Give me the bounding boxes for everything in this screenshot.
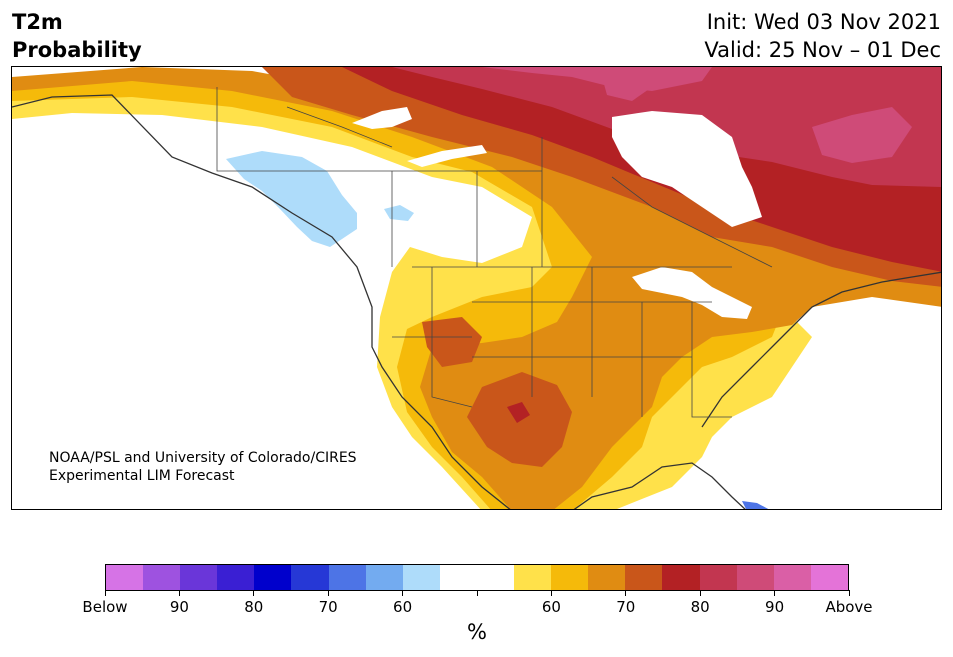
colorbar-tick-label: 80 bbox=[244, 598, 264, 616]
colorbar-tick-label: 90 bbox=[169, 598, 189, 616]
probability-map bbox=[12, 67, 941, 509]
colorbar-segment bbox=[439, 565, 477, 590]
colorbar-tick bbox=[550, 590, 552, 596]
colorbar-tick-label: 90 bbox=[765, 598, 785, 616]
zone-60-below bbox=[226, 151, 414, 247]
colorbar-tick bbox=[476, 590, 478, 596]
title-line-2: Probability bbox=[12, 38, 142, 62]
colorbar-segment bbox=[514, 565, 552, 590]
colorbar-tick bbox=[699, 590, 701, 596]
colorbar-segment bbox=[402, 565, 440, 590]
colorbar-tick bbox=[178, 590, 180, 596]
colorbar-tick bbox=[327, 590, 329, 596]
coastline bbox=[12, 94, 941, 509]
great-slave-lake bbox=[352, 107, 412, 129]
zone-90-above bbox=[482, 67, 912, 163]
map-title: T2m Probability bbox=[12, 8, 142, 64]
colorbar-segment bbox=[106, 565, 144, 590]
colorbar-segment bbox=[588, 565, 626, 590]
colorbar-segment bbox=[476, 565, 515, 590]
colorbar-tick bbox=[774, 590, 776, 596]
colorbar-tick bbox=[253, 590, 255, 596]
colorbar-tick bbox=[104, 590, 106, 596]
colorbar-segment bbox=[662, 565, 700, 590]
colorbar-segment bbox=[736, 565, 774, 590]
colorbar-segment bbox=[365, 565, 403, 590]
hudson-bay bbox=[612, 111, 762, 227]
colorbar-tick-label: Above bbox=[825, 598, 873, 616]
credit-line-1: NOAA/PSL and University of Colorado/CIRE… bbox=[49, 450, 357, 466]
colorbar-segment bbox=[810, 565, 848, 590]
colorbar-segment bbox=[143, 565, 181, 590]
forecast-dates: Init: Wed 03 Nov 2021 Valid: 25 Nov – 01… bbox=[704, 8, 941, 64]
colorbar-tick-label: 60 bbox=[541, 598, 561, 616]
colorbar-tick-label: 60 bbox=[393, 598, 413, 616]
lake-winnipeg bbox=[407, 145, 487, 167]
map-panel[interactable] bbox=[11, 66, 942, 510]
colorbar-tick bbox=[625, 590, 627, 596]
colorbar-tick bbox=[402, 590, 404, 596]
colorbar-tick-label: 70 bbox=[318, 598, 338, 616]
colorbar-segment bbox=[699, 565, 737, 590]
admin-borders bbox=[216, 87, 773, 418]
title-line-1: T2m bbox=[12, 10, 63, 34]
colorbar-segment bbox=[217, 565, 255, 590]
colorbar-segment bbox=[254, 565, 292, 590]
colorbar-tick-label: 80 bbox=[690, 598, 710, 616]
colorbar-segment bbox=[328, 565, 366, 590]
colorbar-segment bbox=[551, 565, 589, 590]
zone-70-below bbox=[742, 501, 769, 509]
init-date: Init: Wed 03 Nov 2021 bbox=[706, 10, 941, 34]
great-lakes bbox=[632, 267, 752, 319]
credit-line-2: Experimental LIM Forecast bbox=[49, 468, 235, 484]
colorbar-tick-label: Below bbox=[82, 598, 128, 616]
colorbar-segment bbox=[625, 565, 663, 590]
colorbar-ticks bbox=[104, 590, 850, 598]
colorbar-tick bbox=[848, 590, 850, 596]
colorbar-segment bbox=[180, 565, 218, 590]
colorbar-tick-label: 70 bbox=[616, 598, 636, 616]
colorbar-unit: % bbox=[467, 620, 487, 644]
colorbar bbox=[105, 564, 849, 591]
colorbar-segment bbox=[291, 565, 329, 590]
colorbar-segment bbox=[773, 565, 811, 590]
credit-text: NOAA/PSL and University of Colorado/CIRE… bbox=[49, 449, 357, 485]
valid-date: Valid: 25 Nov – 01 Dec bbox=[704, 38, 941, 62]
